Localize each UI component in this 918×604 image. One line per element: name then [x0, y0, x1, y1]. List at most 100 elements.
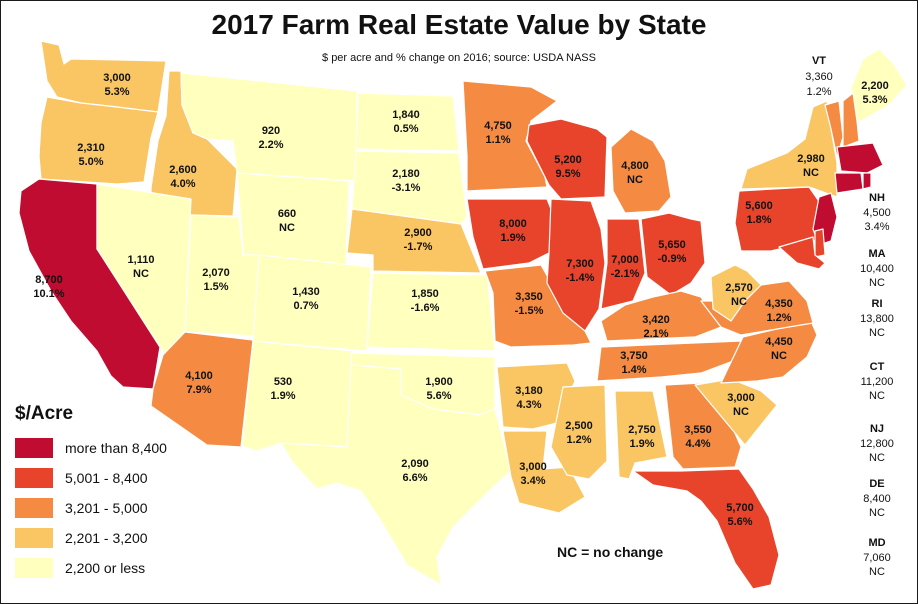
- state-value-label: 660: [278, 208, 296, 220]
- state-value-label: 7,000: [611, 254, 639, 266]
- side-state-name: RI: [872, 298, 883, 310]
- legend-item: 2,201 - 3,200: [15, 523, 215, 553]
- state-change-label: 9.5%: [555, 168, 580, 180]
- state-value-label: 4,800: [621, 160, 649, 172]
- state-value-label: 2,200: [861, 80, 889, 92]
- state-WI: [526, 118, 608, 200]
- state-change-label: NC: [627, 174, 643, 186]
- svg-text:7,300-1.4%: 7,300 -1.4%: [566, 258, 595, 284]
- state-value-label: 3,420: [642, 314, 670, 326]
- state-RI: [862, 172, 872, 190]
- state-value-label: 2,090: [401, 458, 429, 470]
- side-state-change: NC: [869, 452, 885, 464]
- state-value-label: 2,180: [392, 168, 420, 180]
- state-change-label: 3.4%: [520, 475, 545, 487]
- state-value-label: 4,100: [185, 370, 213, 382]
- state-change-label: -3.1%: [392, 182, 421, 194]
- svg-text:1,850-1.6%: 1,850 -1.6%: [411, 288, 440, 314]
- state-value-label: 1,850: [411, 288, 439, 300]
- svg-text:2,180-3.1%: 2,180 -3.1%: [392, 168, 421, 194]
- state-change-label: 4.3%: [516, 399, 541, 411]
- state-change-label: 5.3%: [104, 86, 129, 98]
- state-value-label: 3,000: [519, 461, 547, 473]
- state-change-label: 1.5%: [203, 281, 228, 293]
- legend-item: more than 8,400: [15, 433, 215, 463]
- side-state-change: NC: [869, 327, 885, 339]
- state-NH: [842, 92, 860, 148]
- state-KS: [366, 272, 496, 352]
- state-change-label: -2.1%: [611, 268, 640, 280]
- legend-label: 2,200 or less: [65, 560, 146, 576]
- side-state-name: NJ: [870, 423, 884, 435]
- state-change-label: NC: [803, 167, 819, 179]
- state-change-label: -1.4%: [566, 272, 595, 284]
- state-value-label: 3,000: [103, 72, 131, 84]
- svg-text:2,900-1.7%: 2,900 -1.7%: [404, 227, 433, 253]
- map-title: 2017 Farm Real Estate Value by State: [211, 9, 707, 40]
- state-value-label: 2,500: [565, 420, 593, 432]
- side-labels: NH 4,500 3.4% MA 10,400 NC RI 13,800 NC …: [860, 192, 894, 578]
- legend-label: 5,001 - 8,400: [65, 470, 148, 486]
- state-value-label: 8,700: [35, 274, 63, 286]
- state-change-label: -1.6%: [411, 302, 440, 314]
- state-WV: [710, 264, 762, 322]
- state-value-label: 1,900: [425, 376, 453, 388]
- state-change-label: 1.2%: [566, 434, 591, 446]
- state-value-label: 7,300: [566, 258, 594, 270]
- legend: $/Acre more than 8,400 5,001 - 8,400 3,2…: [15, 403, 215, 583]
- side-state-value: 7,060: [863, 552, 891, 564]
- state-SD: [351, 150, 468, 225]
- state-labels: 3,000 5.3% 2,310 5.0% 8,700 10.1% 2,600 4.0%…: [33, 72, 888, 528]
- state-IA: [466, 198, 560, 270]
- state-change-label: NC: [279, 222, 295, 234]
- legend-item: 3,201 - 5,000: [15, 493, 215, 523]
- state-value-label: 2,070: [202, 267, 230, 279]
- side-state-name: MD: [868, 537, 885, 549]
- side-state-value: 13,800: [860, 313, 894, 325]
- side-state-value: 10,400: [860, 263, 894, 275]
- state-value-label: 3,360: [805, 71, 833, 83]
- state-value-label: 3,000: [727, 392, 755, 404]
- side-state-name: NH: [869, 192, 885, 204]
- state-change-label: -1.7%: [404, 241, 433, 253]
- side-state-value: 11,200: [861, 376, 894, 388]
- state-change-label: NC: [133, 268, 149, 280]
- state-FL: [632, 468, 780, 590]
- state-change-label: 5.6%: [426, 390, 451, 402]
- state-change-label: NC: [733, 406, 749, 418]
- side-state-name: DE: [869, 478, 884, 490]
- state-NY: [740, 100, 838, 198]
- state-change-label: 10.1%: [33, 288, 64, 300]
- side-state-change: NC: [869, 390, 885, 402]
- state-value-label: 4,350: [765, 298, 793, 310]
- map-subtitle: $ per acre and % change on 2016; source:…: [322, 52, 596, 64]
- state-change-label: 2.1%: [643, 328, 668, 340]
- state-value-label: 8,000: [499, 218, 527, 230]
- state-value-label: 3,550: [684, 424, 712, 436]
- state-change-label: 0.5%: [393, 123, 418, 135]
- state-value-label: 2,600: [169, 164, 197, 176]
- side-state-value: 12,800: [860, 438, 894, 450]
- state-value-label: 3,750: [620, 350, 648, 362]
- legend-swatch: [15, 498, 53, 518]
- state-value-label: 1,430: [292, 286, 320, 298]
- state-NE: [346, 208, 482, 274]
- state-AL: [614, 390, 668, 480]
- legend-swatch: [15, 558, 53, 578]
